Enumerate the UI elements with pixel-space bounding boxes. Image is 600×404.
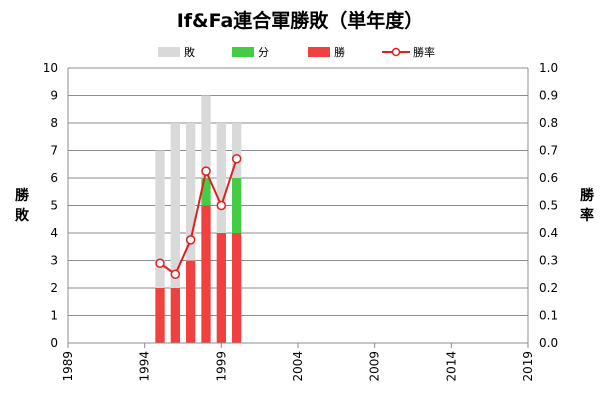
y-right-tick-label: 0.3: [539, 254, 558, 268]
y-left-tick-label: 8: [50, 116, 58, 130]
y-right-tick-label: 0.9: [539, 89, 558, 103]
y-left-title-char: 勝: [15, 187, 30, 204]
line-point-勝率: [201, 166, 211, 176]
x-tick-label: 2019: [521, 351, 535, 382]
y-left-tick-label: 5: [50, 199, 58, 213]
bar-敗: [155, 150, 165, 288]
chart-title: If&Fa連合軍勝敗（単年度）: [177, 9, 424, 32]
y-right-tick-label: 0.4: [539, 226, 558, 240]
legend-swatch-敗: [158, 47, 180, 57]
y-right-tick-label: 0.6: [539, 171, 558, 185]
y-left-tick-label: 9: [50, 89, 58, 103]
legend-swatch-勝: [308, 47, 330, 57]
legend-label-分: 分: [258, 46, 269, 59]
y-left-tick-label: 4: [50, 226, 58, 240]
y-right-tick-label: 0.8: [539, 116, 558, 130]
y-left-tick-label: 10: [43, 61, 58, 75]
line-point-勝率: [185, 235, 196, 245]
bar-分: [232, 178, 242, 233]
bar-勝: [186, 260, 196, 343]
bar-勝: [232, 233, 242, 343]
legend-swatch-分: [232, 47, 254, 57]
bar-勝: [170, 288, 180, 343]
line-point-勝率: [170, 269, 181, 279]
legend-label-敗: 敗: [184, 45, 195, 59]
legend-marker-勝率: [391, 47, 401, 57]
y-right-tick-label: 1.0: [539, 61, 558, 75]
bar-勝: [201, 205, 211, 343]
legend-label-勝率: 勝率: [413, 45, 435, 59]
x-tick-label: 2004: [291, 351, 305, 382]
y-right-title-char: 率: [580, 207, 594, 224]
y-left-tick-label: 3: [50, 254, 58, 268]
bar-分: [201, 178, 211, 206]
bar-敗: [232, 123, 242, 178]
bar-敗: [201, 95, 211, 178]
x-tick-label: 2009: [368, 351, 382, 382]
y-left-tick-label: 1: [50, 309, 58, 323]
y-left-tick-label: 7: [50, 144, 58, 158]
y-left-title-char: 敗: [15, 207, 30, 224]
y-right-tick-label: 0.2: [539, 281, 558, 295]
x-tick-label: 2014: [444, 351, 458, 382]
bar-敗: [216, 123, 226, 233]
y-right-tick-label: 0.7: [539, 144, 558, 158]
y-left-tick-label: 0: [50, 336, 58, 350]
legend-label-勝: 勝: [334, 45, 345, 59]
x-tick-label: 1999: [214, 351, 228, 382]
y-left-tick-label: 2: [50, 281, 58, 295]
bar-勝: [155, 288, 165, 343]
line-point-勝率: [216, 200, 227, 211]
line-point-勝率: [155, 258, 165, 268]
bar-敗: [170, 123, 180, 288]
bar-敗: [186, 123, 196, 261]
y-right-tick-label: 0.1: [539, 309, 558, 323]
y-right-tick-label: 0.0: [539, 336, 558, 350]
line-point-勝率: [231, 154, 242, 164]
x-tick-label: 1994: [138, 351, 152, 382]
y-left-tick-label: 6: [50, 171, 58, 185]
y-right-tick-label: 0.5: [539, 199, 558, 213]
y-right-title-char: 勝: [580, 187, 595, 204]
bar-勝: [216, 233, 226, 343]
x-tick-label: 1989: [61, 351, 75, 382]
